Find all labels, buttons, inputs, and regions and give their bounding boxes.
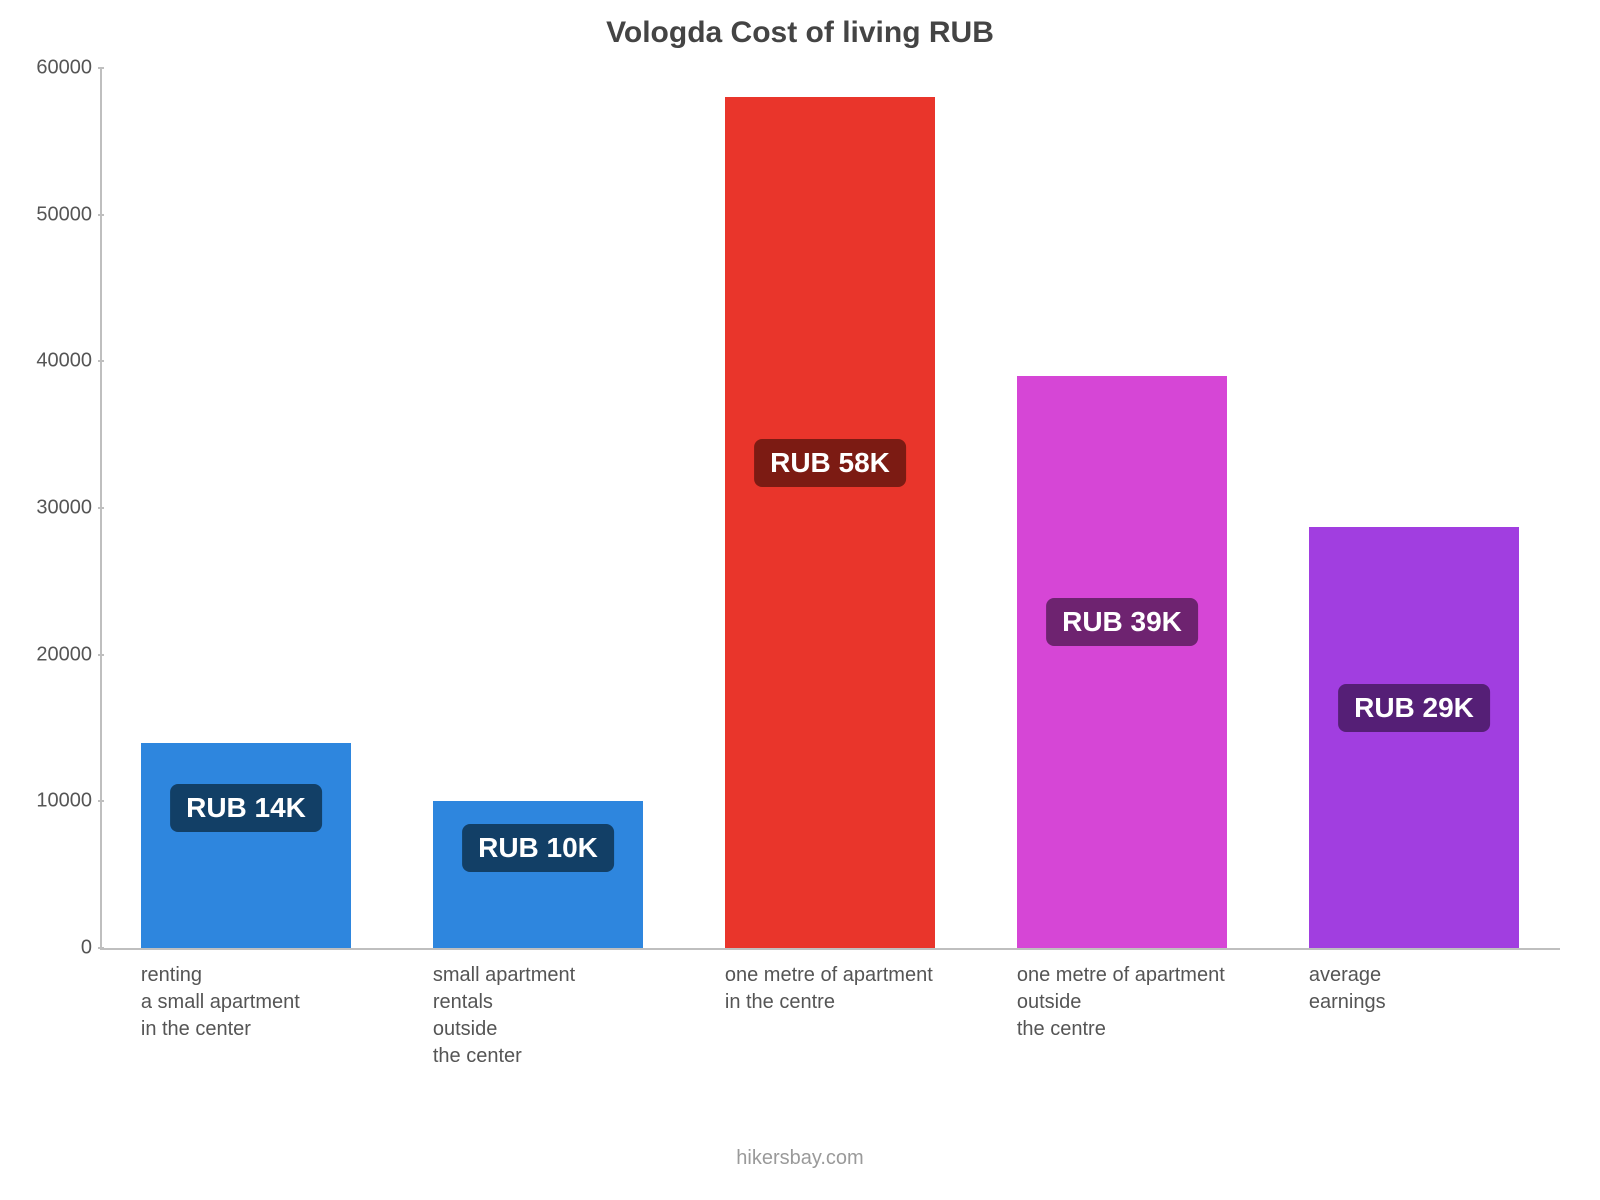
- bar-value-badge: RUB 58K: [754, 439, 906, 487]
- y-tick-mark: [98, 947, 104, 949]
- y-tick-mark: [98, 214, 104, 216]
- bar-value-badge: RUB 10K: [462, 824, 614, 872]
- bar: [141, 743, 351, 948]
- bar-value-badge: RUB 29K: [1338, 684, 1490, 732]
- cost-of-living-chart: Vologda Cost of living RUB RUB 14K RUB 10…: [0, 0, 1600, 1200]
- y-tick-mark: [98, 654, 104, 656]
- x-tick-label: small apartment rentals outside the cent…: [433, 962, 725, 1070]
- bar: [1017, 376, 1227, 948]
- y-tick-label: 20000: [0, 643, 92, 666]
- y-tick-label: 50000: [0, 203, 92, 226]
- chart-footer: hikersbay.com: [0, 1147, 1600, 1170]
- y-tick-mark: [98, 67, 104, 69]
- y-tick-mark: [98, 507, 104, 509]
- y-tick-label: 30000: [0, 497, 92, 520]
- bar: [1309, 527, 1519, 948]
- bar-value-badge: RUB 39K: [1046, 598, 1198, 646]
- chart-title: Vologda Cost of living RUB: [0, 16, 1600, 50]
- y-tick-label: 60000: [0, 57, 92, 80]
- plot-area: RUB 14K RUB 10K RUB 58K RUB 39K RUB 29K: [100, 68, 1560, 950]
- bar: [725, 97, 935, 948]
- y-tick-mark: [98, 800, 104, 802]
- y-tick-label: 0: [0, 937, 92, 960]
- x-tick-label: one metre of apartment in the centre: [725, 962, 1017, 1016]
- x-tick-label: one metre of apartment outside the centr…: [1017, 962, 1309, 1043]
- y-tick-label: 10000: [0, 790, 92, 813]
- x-tick-label: renting a small apartment in the center: [141, 962, 433, 1043]
- bar-value-badge: RUB 14K: [170, 784, 322, 832]
- y-tick-label: 40000: [0, 350, 92, 373]
- y-tick-mark: [98, 360, 104, 362]
- x-tick-label: average earnings: [1309, 962, 1600, 1016]
